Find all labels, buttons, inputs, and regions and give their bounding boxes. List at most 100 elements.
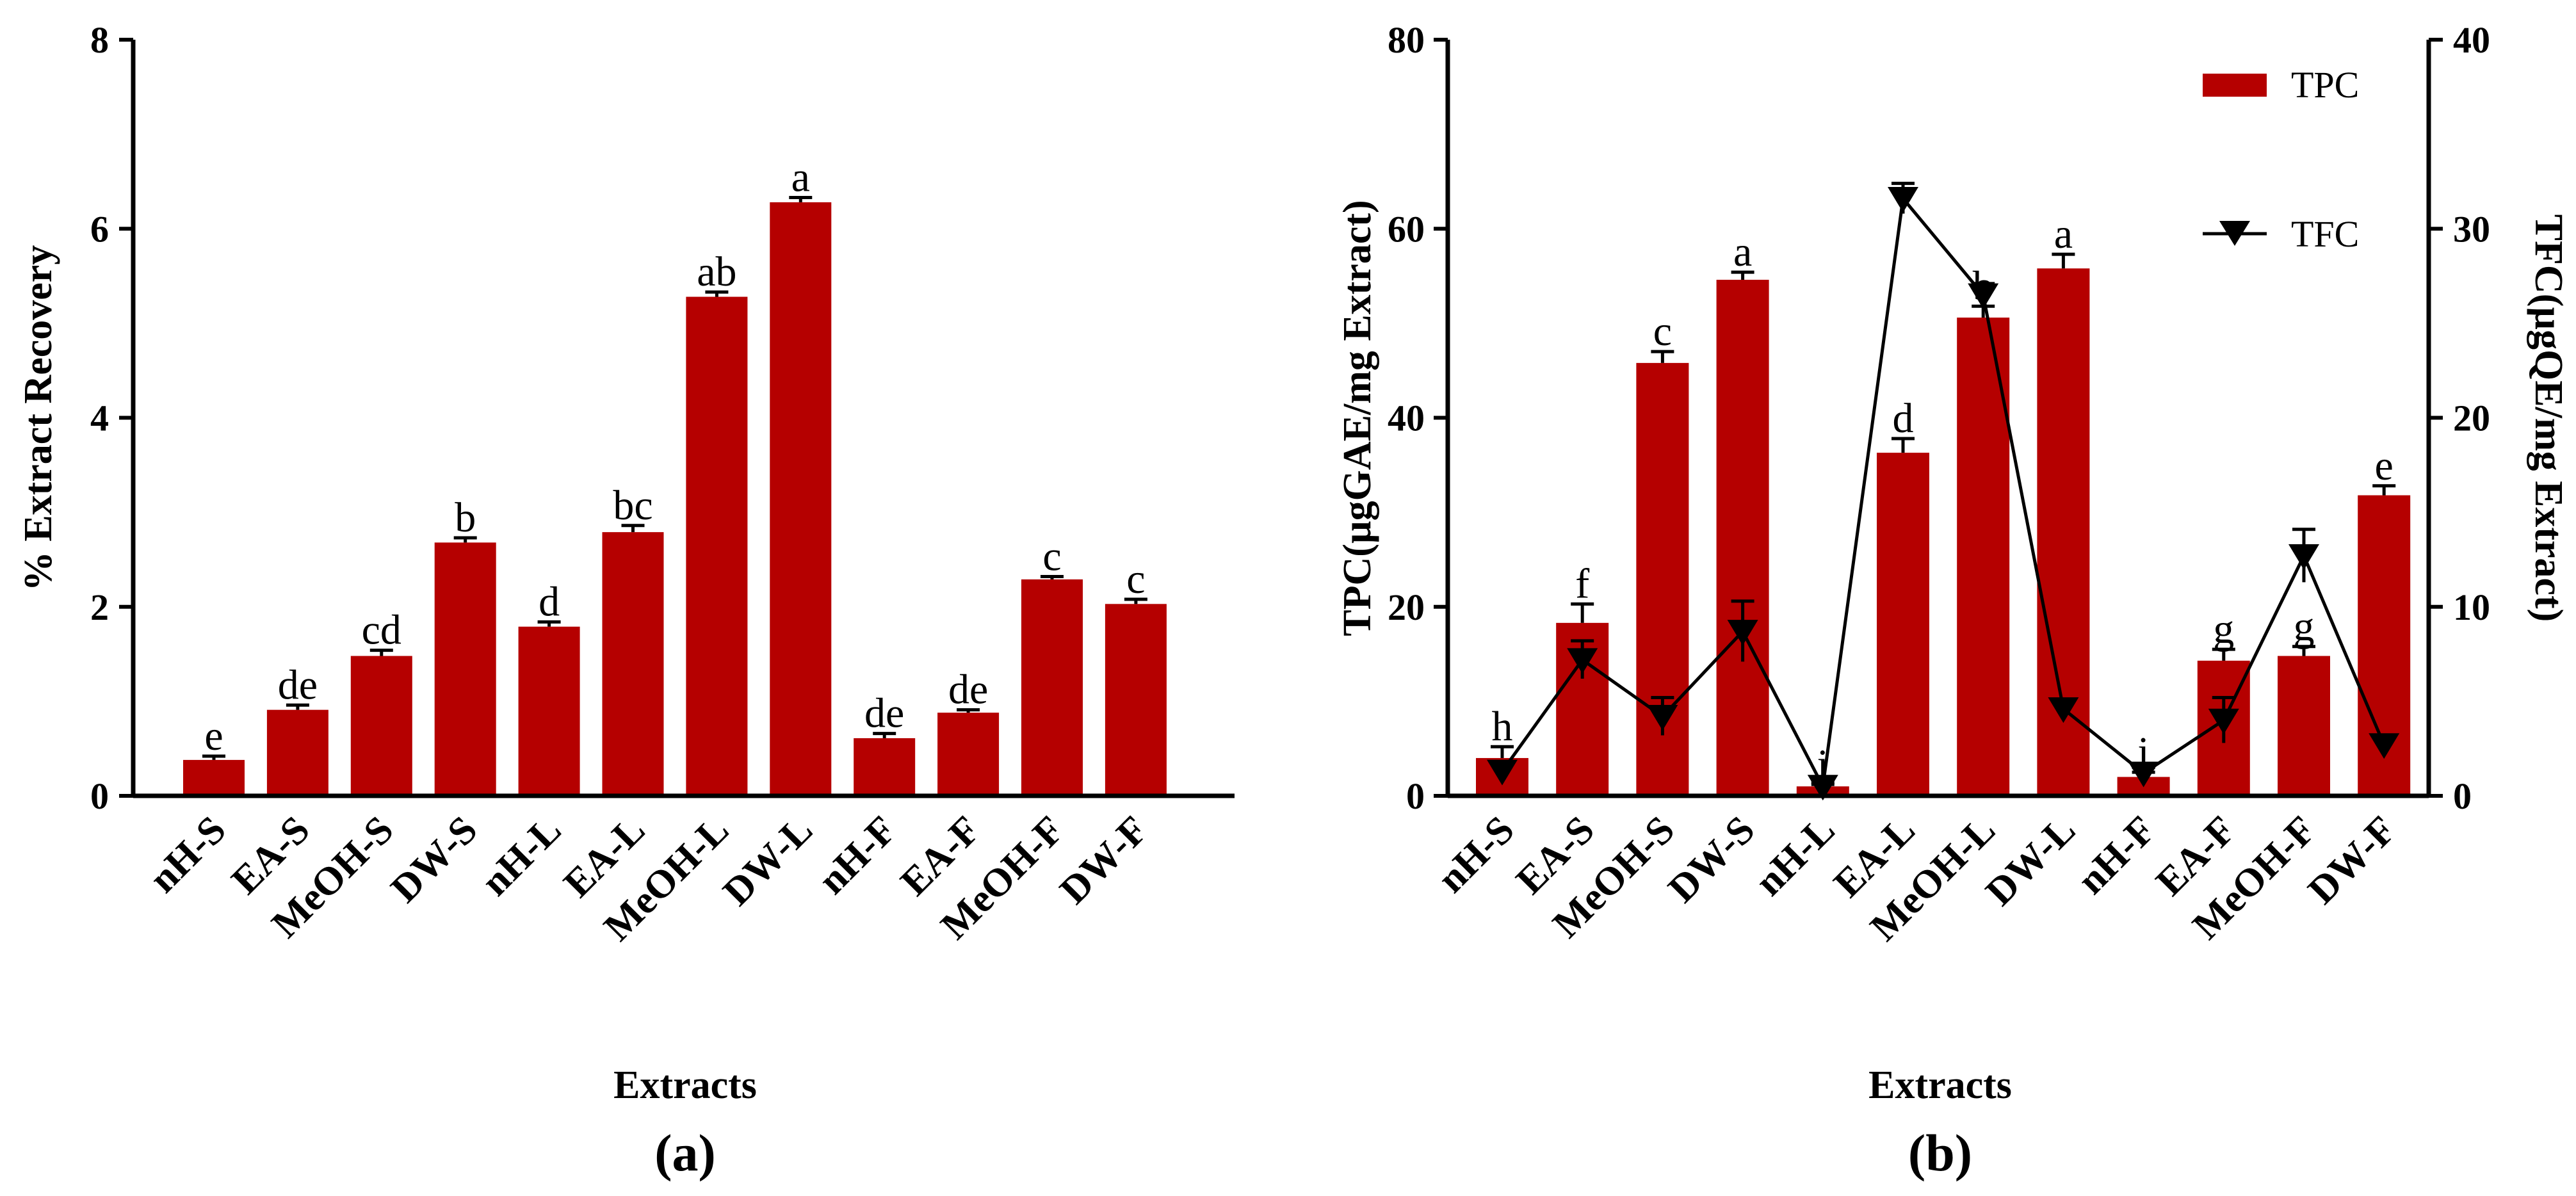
- significance-letter: g: [2294, 603, 2315, 650]
- legend-tfc-label: TFC: [2291, 213, 2359, 255]
- tfc-marker-EA-F: [2208, 708, 2239, 734]
- tpc-bar-MeOH-F: [2278, 656, 2330, 796]
- tfc-marker-DW-L: [2048, 697, 2079, 723]
- y-tick-label: 8: [90, 19, 109, 61]
- x-tick-label: nH-S: [141, 808, 234, 901]
- significance-letter: cd: [362, 607, 401, 654]
- significance-letter: c: [1653, 308, 1672, 355]
- significance-letter: f: [1575, 560, 1589, 607]
- y-tick-label: 80: [1388, 19, 1425, 61]
- tfc-marker-MeOH-L: [1968, 283, 1999, 309]
- significance-letter: de: [278, 661, 318, 708]
- significance-letter: h: [1492, 703, 1513, 750]
- tpc-bar-MeOH-L: [1957, 318, 2010, 796]
- significance-letter: c: [1126, 556, 1145, 602]
- y-tick-label: 40: [1388, 398, 1425, 439]
- bar-nH-F: [854, 738, 916, 796]
- legend-tpc-label: TPC: [2291, 64, 2359, 106]
- bar-nH-L: [518, 626, 580, 796]
- significance-letter: de: [864, 690, 904, 737]
- significance-letter: d: [539, 578, 560, 625]
- tpc-bar-EA-L: [1877, 453, 1929, 796]
- x-axis-categories-b: nH-SEA-SMeOH-SDW-SnH-LEA-LMeOH-LDW-LnH-F…: [1429, 808, 2404, 950]
- y-tick-label: 20: [1388, 586, 1425, 628]
- legend-tfc-marker: [2219, 221, 2250, 246]
- x-tick-label: DW-L: [715, 808, 821, 914]
- bar-MeOH-F: [1021, 579, 1083, 796]
- y-axis-ticks-a: 0 2 4 6 8: [90, 19, 133, 817]
- bar-MeOH-S: [350, 656, 412, 796]
- bar-DW-L: [770, 202, 832, 796]
- errorbar-group-b: [1491, 252, 2396, 787]
- x-tick-label: nH-S: [1429, 808, 1523, 901]
- significance-letter: bc: [613, 482, 652, 529]
- y-tick-label: 4: [90, 398, 109, 439]
- y2-tick-label: 40: [2453, 19, 2490, 61]
- tfc-series-line: [1500, 195, 2386, 792]
- bar-group-b: [1476, 268, 2411, 796]
- tfc-marker-DW-F: [2369, 733, 2400, 759]
- x-axis-title-a: Extracts: [613, 1063, 757, 1107]
- tfc-marker-nH-S: [1487, 759, 1518, 786]
- x-axis-categories-a: nH-SEA-SMeOH-SDW-SnH-LEA-LMeOH-LDW-LnH-F…: [141, 808, 1156, 950]
- y-tick-label: 2: [90, 586, 109, 628]
- y-tick-label: 6: [90, 208, 109, 250]
- x-tick-label: nH-L: [1747, 808, 1843, 904]
- x-tick-label: nH-L: [473, 808, 569, 904]
- significance-letter: g: [2213, 606, 2234, 652]
- bar-EA-L: [602, 532, 664, 796]
- legend: TPC TFC: [2203, 64, 2359, 255]
- panel-label-a: (a): [654, 1124, 716, 1182]
- y2-tick-label: 0: [2453, 775, 2472, 817]
- x-tick-label: DW-L: [1977, 808, 2084, 914]
- y2-tick-label: 20: [2453, 398, 2490, 439]
- tfc-marker-nH-F: [2128, 761, 2159, 788]
- bar-MeOH-L: [686, 296, 748, 796]
- x-tick-label: DW-S: [1660, 808, 1763, 911]
- significance-letter: ab: [697, 248, 736, 295]
- significance-letter: a: [2054, 211, 2073, 257]
- significance-letter: e: [2375, 442, 2394, 489]
- bar-EA-F: [937, 713, 1000, 796]
- bar-DW-S: [434, 542, 496, 796]
- significance-letters-b: hfcaidbaigge: [1492, 211, 2394, 788]
- significance-letter: a: [1733, 229, 1752, 275]
- x-tick-label: nH-F: [810, 808, 905, 903]
- y-axis-title-b: TPC(µgGAE/mg Extract): [1336, 200, 1379, 636]
- y-tick-label: 0: [1406, 775, 1425, 817]
- y-axis-ticks-b: 0 20 40 60 80: [1388, 19, 1448, 817]
- errorbar-group-a: [202, 196, 1147, 760]
- tfc-marker-MeOH-S: [1647, 704, 1678, 731]
- y2-axis-ticks-b: 0 10 20 30 40: [2429, 19, 2490, 817]
- x-tick-label: DW-S: [383, 808, 486, 911]
- tfc-marker-DW-S: [1727, 620, 1758, 646]
- bar-EA-S: [266, 709, 328, 796]
- y-tick-label: 0: [90, 775, 109, 817]
- tfc-line-group: [1487, 181, 2400, 801]
- bar-DW-F: [1105, 604, 1167, 796]
- legend-tpc-swatch: [2203, 74, 2267, 97]
- significance-letter: e: [204, 713, 223, 759]
- tfc-marker-EA-L: [1888, 187, 1918, 213]
- bar-nH-S: [183, 759, 245, 796]
- significance-letter: de: [948, 667, 988, 713]
- y2-tick-label: 30: [2453, 208, 2490, 250]
- bar-group-a: [183, 202, 1167, 796]
- x-tick-label: DW-F: [2300, 808, 2404, 912]
- x-axis-title-b: Extracts: [1868, 1063, 2012, 1107]
- tfc-marker-MeOH-F: [2288, 544, 2319, 570]
- tfc-marker-EA-S: [1567, 648, 1598, 674]
- significance-letter: c: [1042, 533, 1061, 580]
- x-tick-label: nH-F: [2070, 808, 2164, 903]
- x-tick-label: DW-F: [1051, 808, 1156, 912]
- y2-axis-title-b: TFC(µgQE/mg Extract): [2527, 214, 2570, 622]
- y-axis-title-a: % Extract Recovery: [17, 245, 60, 592]
- y2-tick-label: 10: [2453, 586, 2490, 628]
- panel-label-b: (b): [1908, 1124, 1972, 1182]
- significance-letter: a: [791, 154, 810, 201]
- tfc-marker-nH-L: [1807, 775, 1838, 801]
